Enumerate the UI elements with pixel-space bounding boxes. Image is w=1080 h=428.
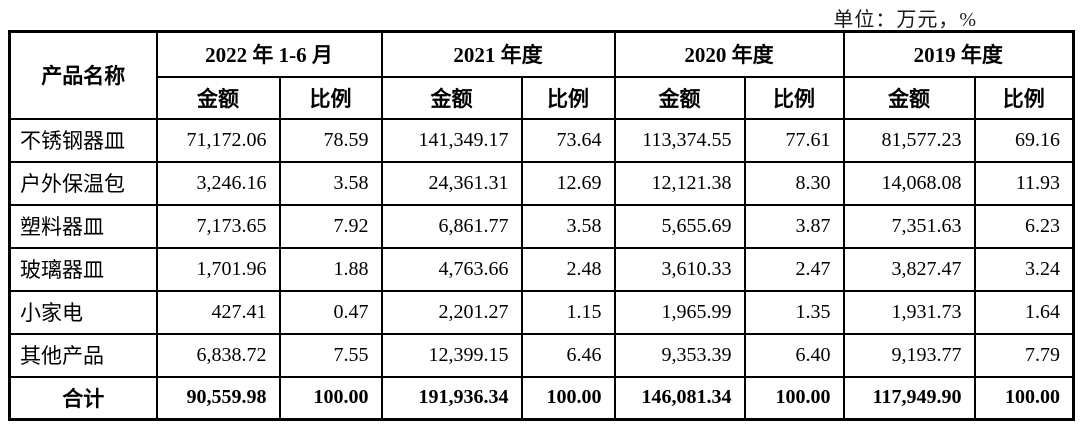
amount-cell: 7,173.65 — [155, 203, 281, 249]
table-row-small-appliances: 小家电 427.41 0.47 2,201.27 1.15 1,965.99 1… — [8, 289, 1075, 335]
amount-cell: 7,351.63 — [842, 203, 976, 249]
amount-header-2019: 金额 — [842, 75, 976, 120]
ratio-cell: 6.23 — [973, 203, 1075, 249]
ratio-cell: 12.69 — [520, 160, 616, 206]
product-name: 塑料器皿 — [8, 203, 158, 249]
total-ratio-cell: 100.00 — [743, 375, 845, 421]
amount-cell: 71,172.06 — [155, 117, 281, 163]
ratio-cell: 3.58 — [278, 160, 383, 206]
amount-cell: 6,861.77 — [380, 203, 523, 249]
product-name: 小家电 — [8, 289, 158, 335]
ratio-cell: 1.35 — [743, 289, 845, 335]
ratio-cell: 2.48 — [520, 246, 616, 292]
total-amount-cell: 90,559.98 — [155, 375, 281, 421]
revenue-by-product-table: 产品名称 2022 年 1-6 月 2021 年度 2020 年度 2019 年… — [8, 30, 1075, 421]
table-header-row-measures: 金额 比例 金额 比例 金额 比例 金额 比例 — [10, 75, 1075, 120]
amount-cell: 9,193.77 — [842, 332, 976, 378]
product-name: 其他产品 — [8, 332, 158, 378]
total-label: 合计 — [8, 375, 158, 421]
ratio-cell: 69.16 — [973, 117, 1075, 163]
total-ratio-cell: 100.00 — [973, 375, 1075, 421]
total-ratio-cell: 100.00 — [520, 375, 616, 421]
period-header-2020: 2020 年度 — [613, 30, 845, 78]
ratio-cell: 3.58 — [520, 203, 616, 249]
table-header-row-periods: 产品名称 2022 年 1-6 月 2021 年度 2020 年度 2019 年… — [8, 30, 1075, 120]
ratio-cell: 2.47 — [743, 246, 845, 292]
ratio-header-2020: 比例 — [743, 75, 845, 120]
ratio-cell: 6.46 — [520, 332, 616, 378]
amount-cell: 1,931.73 — [842, 289, 976, 335]
product-name: 玻璃器皿 — [8, 246, 158, 292]
period-header-2019: 2019 年度 — [842, 30, 1075, 78]
ratio-cell: 78.59 — [278, 117, 383, 163]
amount-cell: 12,121.38 — [613, 160, 746, 206]
table-row-outdoor-cooler-bags: 户外保温包 3,246.16 3.58 24,361.31 12.69 12,1… — [8, 160, 1075, 206]
amount-cell: 1,701.96 — [155, 246, 281, 292]
ratio-cell: 77.61 — [743, 117, 845, 163]
amount-cell: 81,577.23 — [842, 117, 976, 163]
total-amount-cell: 191,936.34 — [380, 375, 523, 421]
ratio-header-2022h1: 比例 — [278, 75, 383, 120]
ratio-cell: 7.55 — [278, 332, 383, 378]
amount-cell: 427.41 — [155, 289, 281, 335]
ratio-header-2021: 比例 — [520, 75, 616, 120]
amount-cell: 12,399.15 — [380, 332, 523, 378]
table-row-other-products: 其他产品 6,838.72 7.55 12,399.15 6.46 9,353.… — [8, 332, 1075, 378]
product-name: 户外保温包 — [8, 160, 158, 206]
amount-cell: 1,965.99 — [613, 289, 746, 335]
ratio-cell: 1.88 — [278, 246, 383, 292]
ratio-cell: 7.92 — [278, 203, 383, 249]
period-header-2022h1: 2022 年 1-6 月 — [155, 30, 383, 78]
amount-header-2020: 金额 — [613, 75, 746, 120]
table-row-glassware: 玻璃器皿 1,701.96 1.88 4,763.66 2.48 3,610.3… — [8, 246, 1075, 292]
amount-cell: 4,763.66 — [380, 246, 523, 292]
ratio-cell: 1.15 — [520, 289, 616, 335]
total-ratio-cell: 100.00 — [278, 375, 383, 421]
total-amount-cell: 117,949.90 — [842, 375, 976, 421]
amount-cell: 141,349.17 — [380, 117, 523, 163]
total-amount-cell: 146,081.34 — [613, 375, 746, 421]
period-header-2021: 2021 年度 — [380, 30, 616, 78]
ratio-header-2019: 比例 — [973, 75, 1075, 120]
table-row-stainless-steel: 不锈钢器皿 71,172.06 78.59 141,349.17 73.64 1… — [8, 117, 1075, 163]
ratio-cell: 7.79 — [973, 332, 1075, 378]
ratio-cell: 8.30 — [743, 160, 845, 206]
ratio-cell: 73.64 — [520, 117, 616, 163]
table-row-total: 合计 90,559.98 100.00 191,936.34 100.00 14… — [8, 375, 1075, 421]
amount-cell: 3,246.16 — [155, 160, 281, 206]
amount-cell: 113,374.55 — [613, 117, 746, 163]
ratio-cell: 3.24 — [973, 246, 1075, 292]
ratio-cell: 3.87 — [743, 203, 845, 249]
unit-label: 单位：万元，% — [833, 9, 977, 31]
ratio-cell: 1.64 — [973, 289, 1075, 335]
amount-header-2022h1: 金额 — [155, 75, 281, 120]
amount-cell: 2,201.27 — [380, 289, 523, 335]
product-name-header: 产品名称 — [8, 30, 158, 120]
ratio-cell: 0.47 — [278, 289, 383, 335]
amount-cell: 9,353.39 — [613, 332, 746, 378]
ratio-cell: 11.93 — [973, 160, 1075, 206]
amount-cell: 6,838.72 — [155, 332, 281, 378]
amount-cell: 24,361.31 — [380, 160, 523, 206]
amount-cell: 14,068.08 — [842, 160, 976, 206]
amount-header-2021: 金额 — [380, 75, 523, 120]
amount-cell: 3,827.47 — [842, 246, 976, 292]
product-name: 不锈钢器皿 — [8, 117, 158, 163]
amount-cell: 5,655.69 — [613, 203, 746, 249]
table-row-plastic-ware: 塑料器皿 7,173.65 7.92 6,861.77 3.58 5,655.6… — [8, 203, 1075, 249]
ratio-cell: 6.40 — [743, 332, 845, 378]
amount-cell: 3,610.33 — [613, 246, 746, 292]
